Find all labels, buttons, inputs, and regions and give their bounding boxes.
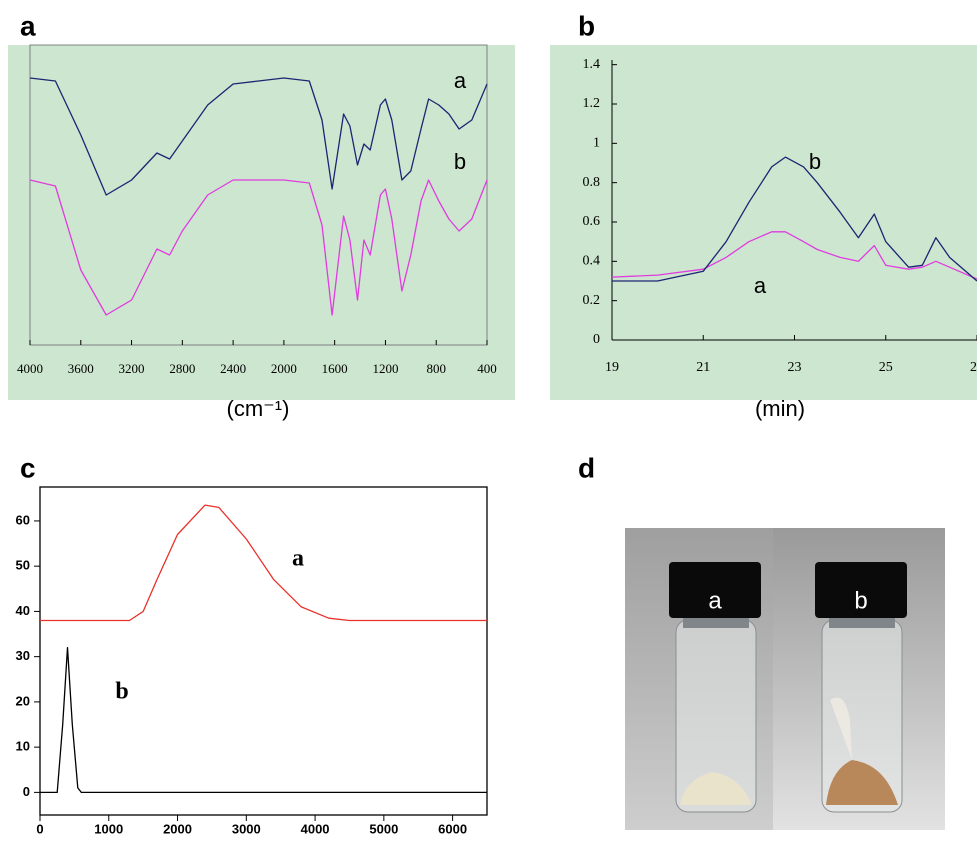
y-tick-label: 20 xyxy=(16,693,30,708)
x-tick-label: 3000 xyxy=(232,821,261,836)
y-tick-label: 50 xyxy=(16,558,30,573)
y-tick-label: 60 xyxy=(16,512,30,527)
x-tick-label: 0 xyxy=(36,821,43,836)
x-tick-label: 1200 xyxy=(372,361,398,376)
x-tick-label: 5000 xyxy=(369,821,398,836)
y-tick-label: 0.4 xyxy=(583,254,601,269)
y-tick-label: 0.6 xyxy=(583,214,601,229)
panel: 19 21 23 25 27 0 0.2 0.4 0.6 0.8 1 1.2 1.4 (min) b a b xyxy=(550,10,977,420)
x-tick-label: 4000 xyxy=(17,361,43,376)
x-tick-label: 2800 xyxy=(169,361,195,376)
y-tick-label: 0.8 xyxy=(583,175,601,190)
vial-photo: a b d xyxy=(578,452,945,830)
y-tick-label: 40 xyxy=(16,603,30,618)
x-tick-label: 1000 xyxy=(94,821,123,836)
x-tick-label: 1600 xyxy=(322,361,348,376)
x-tick-label: 21 xyxy=(696,360,710,375)
y-tick-label: 1.2 xyxy=(583,96,601,111)
x-tick-label: 23 xyxy=(788,360,802,375)
panel-letter: a xyxy=(20,10,36,41)
panel: 0 1000 2000 3000 4000 5000 6000 0 10 20 30 40 50 60 c a… xyxy=(16,452,487,836)
x-tick-label: 6000 xyxy=(438,821,467,836)
x-tick-label: 3200 xyxy=(119,361,145,376)
y-tick-label: 0 xyxy=(23,784,30,799)
x-tick-label: 2400 xyxy=(220,361,246,376)
series-line xyxy=(40,505,487,620)
series-label: b xyxy=(454,149,466,174)
x-axis-label: (min) xyxy=(755,396,805,421)
y-tick-label: 30 xyxy=(16,648,30,663)
panel-letter: b xyxy=(578,10,595,41)
series-label: b xyxy=(809,149,821,174)
vial-label: a xyxy=(708,587,722,614)
page: {"chart_data": [ {"type": "line", "panel… xyxy=(0,0,977,845)
x-tick-label: 3600 xyxy=(68,361,94,376)
x-tick-label: 2000 xyxy=(163,821,192,836)
series-line xyxy=(40,648,487,793)
x-tick-label: 4000 xyxy=(301,821,330,836)
series-label: a xyxy=(754,273,767,298)
x-tick-label: 19 xyxy=(605,360,619,375)
x-tick-label: 27 xyxy=(970,360,977,375)
series-label: a xyxy=(292,546,304,572)
panel-letter: d xyxy=(578,452,595,483)
x-axis-label: (cm⁻¹) xyxy=(227,396,290,421)
y-tick-label: 0.2 xyxy=(583,293,601,308)
x-tick-label: 800 xyxy=(426,361,446,376)
panel: 4000 3600 3200 2800 2400 2000 1600 1200 800 400 (c… xyxy=(8,10,515,420)
panel-letter: c xyxy=(20,452,36,483)
y-tick-label: 1.4 xyxy=(583,57,601,72)
x-tick-label: 25 xyxy=(879,360,893,375)
y-tick-label: 0 xyxy=(593,332,600,347)
plot-frame xyxy=(40,487,487,815)
vial-label: b xyxy=(854,587,867,614)
y-tick-label: 10 xyxy=(16,739,30,754)
x-tick-label: 2000 xyxy=(271,361,297,376)
y-tick-label: 1 xyxy=(593,136,600,151)
figure: 40003600320028002400200016001200800400(c… xyxy=(0,0,977,845)
series-label: a xyxy=(454,68,467,93)
series-label: b xyxy=(115,679,128,705)
plot-background xyxy=(8,45,515,400)
x-tick-label: 400 xyxy=(477,361,497,376)
